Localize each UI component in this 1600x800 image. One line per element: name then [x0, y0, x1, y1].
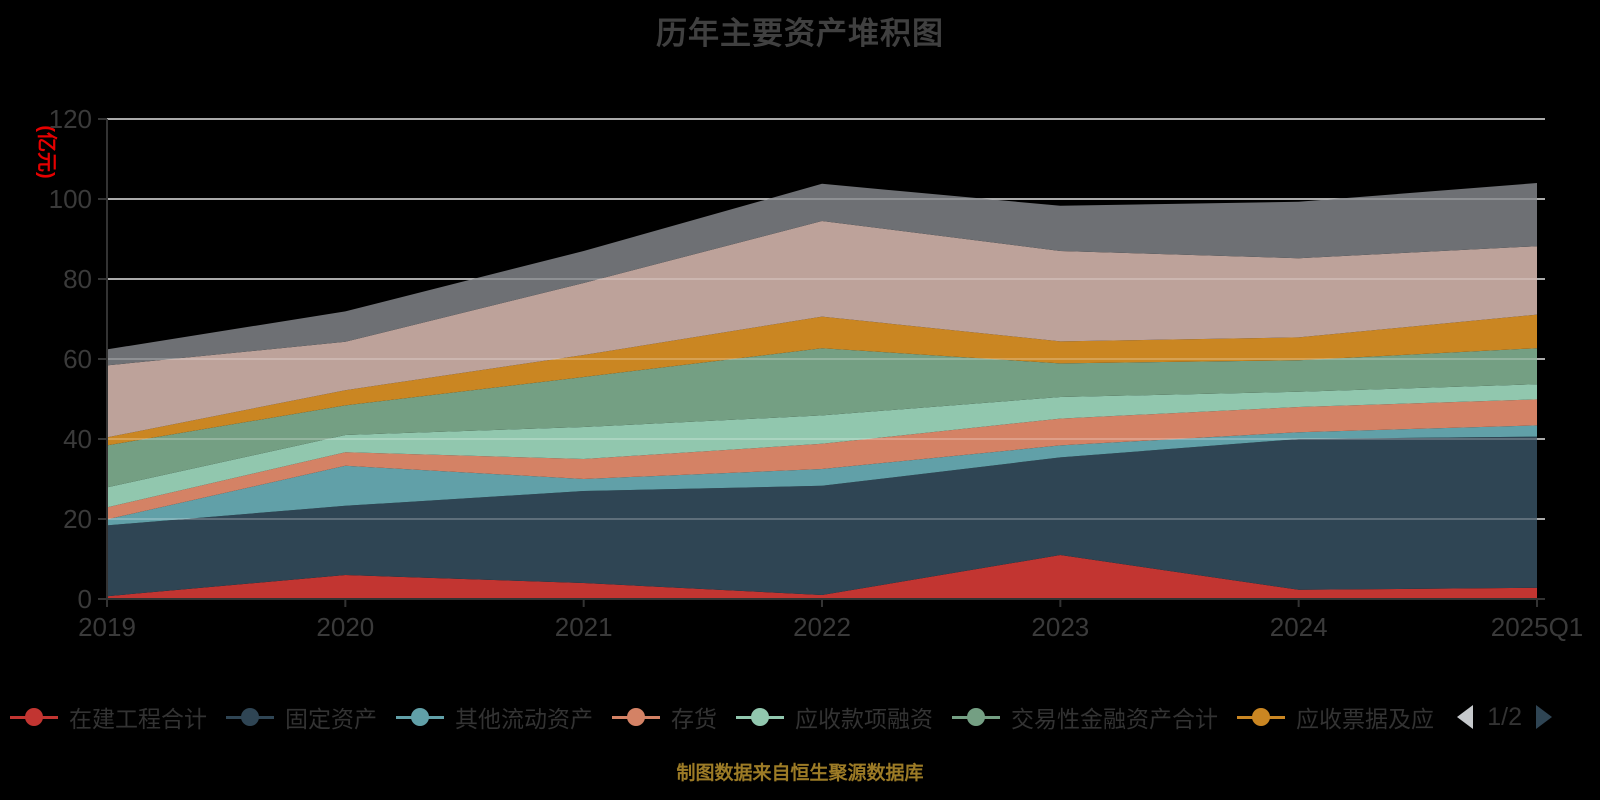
legend-item-6[interactable]: 交易性金融资产合计 [952, 700, 1218, 734]
legend-item-2[interactable]: 固定资产 [226, 700, 377, 734]
area-band-1-在建工程合计[interactable] [107, 555, 1537, 599]
y-axis-tick-label: 60 [63, 344, 92, 374]
legend-item-label: 其他流动资产 [455, 706, 593, 732]
axes: 0 20 40 60 80 100 120 2019 2020 2021 2022 2023 2024 2… [49, 104, 1584, 642]
area-band-3-其他流动资产[interactable] [107, 425, 1537, 526]
legend-item-label: 存货 [671, 706, 717, 732]
x-axis-tick-label: 2025Q1 [1491, 612, 1584, 642]
y-axis-tick-label: 80 [63, 264, 92, 294]
chart-title: 历年主要资产堆积图 [656, 16, 944, 51]
legend-pagination: 1/2 [1457, 700, 1552, 734]
y-axis-tick-label: 100 [49, 184, 92, 214]
legend-line-dot-icon [1237, 708, 1285, 726]
legend-line-dot-icon [952, 708, 1000, 726]
legend-item-label: 应收票据及应 [1296, 706, 1434, 732]
y-axis-tick-label: 40 [63, 424, 92, 454]
legend-item-3[interactable]: 其他流动资产 [396, 700, 593, 734]
x-axis-tick-label: 2024 [1270, 612, 1328, 642]
stacked-area-chart[interactable]: 0 20 40 60 80 100 120 2019 2020 2021 2022 2023 2024 2… [0, 0, 1600, 680]
legend-line-dot-icon [10, 708, 58, 726]
legend-line-dot-icon [226, 708, 274, 726]
legend-item-5[interactable]: 应收款项融资 [736, 700, 933, 734]
area-band-4-存货[interactable] [107, 399, 1537, 520]
legend: 在建工程合计 固定资产 其他流动资产 存货 应收款项融资 交易性金融资产合计 应收票据及应 [10, 697, 1455, 737]
area-series-group [107, 183, 1537, 599]
area-band-8[interactable] [107, 221, 1537, 438]
x-axis-tick-label: 2023 [1031, 612, 1089, 642]
area-band-9[interactable] [107, 183, 1537, 366]
legend-line-dot-icon [736, 708, 784, 726]
area-band-5-应收款项融资[interactable] [107, 384, 1537, 508]
legend-item-4[interactable]: 存货 [612, 700, 717, 734]
legend-item-1[interactable]: 在建工程合计 [10, 700, 207, 734]
x-axis-tick-label: 2021 [555, 612, 613, 642]
y-axis-tick-label: 120 [49, 104, 92, 134]
area-band-7-应收票据及应[interactable] [107, 314, 1537, 446]
legend-item-label: 交易性金融资产合计 [1011, 706, 1218, 732]
legend-item-label: 应收款项融资 [795, 706, 933, 732]
area-band-2-固定资产[interactable] [107, 436, 1537, 597]
legend-line-dot-icon [396, 708, 444, 726]
grid-lines-overlay [107, 118, 1545, 520]
legend-item-label: 固定资产 [285, 706, 377, 732]
legend-next-page-icon[interactable] [1536, 705, 1552, 729]
x-axis-tick-label: 2020 [316, 612, 374, 642]
legend-item-7[interactable]: 应收票据及应 [1237, 700, 1434, 734]
legend-prev-page-icon[interactable] [1457, 705, 1474, 729]
legend-item-label: 在建工程合计 [69, 706, 207, 732]
legend-line-dot-icon [612, 708, 660, 726]
data-source-note: 制图数据来自恒生聚源数据库 [676, 763, 924, 784]
y-axis-tick-label: 20 [63, 504, 92, 534]
x-axis-tick-label: 2022 [793, 612, 851, 642]
y-axis-tick-label: 0 [78, 584, 92, 614]
area-band-6-交易性金融资产合计[interactable] [107, 348, 1537, 488]
legend-page-indicator: 1/2 [1487, 702, 1522, 731]
x-axis-tick-label: 2019 [78, 612, 136, 642]
